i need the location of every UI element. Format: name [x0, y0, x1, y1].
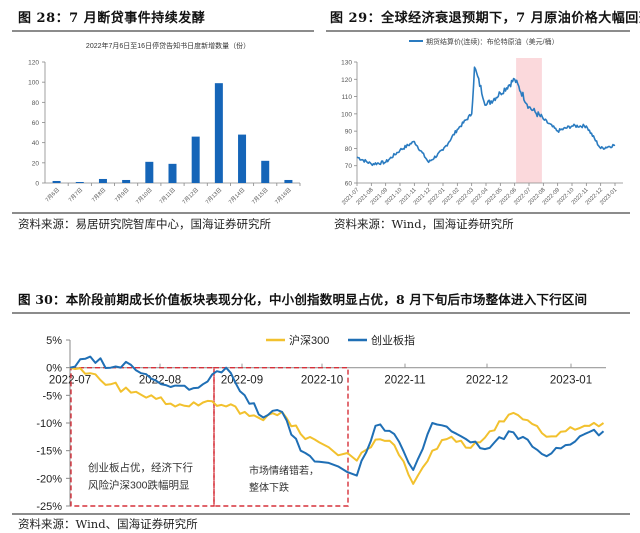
x-tick-label: 2022-11: [384, 375, 425, 387]
fig30-cyb-line: [69, 355, 605, 477]
y-tick-label: 5%: [46, 335, 62, 347]
annotation-box: [213, 366, 349, 507]
y-tick-label: -20%: [36, 473, 62, 485]
annotation-text: 整体下跌: [249, 481, 289, 494]
y-tick-label: 120: [341, 77, 352, 84]
x-tick-label: 7月9日: [113, 186, 130, 203]
x-tick-label: 7月12日: [181, 186, 200, 205]
bar: [214, 83, 223, 183]
bar: [191, 136, 200, 183]
annotation-text: 创业板占优，经济下行: [88, 461, 193, 474]
y-tick-label: 0%: [46, 363, 62, 375]
y-tick-label: -10%: [36, 418, 62, 430]
y-tick-label: 90: [345, 129, 353, 136]
x-tick-label: 2022-09: [221, 375, 263, 387]
x-tick-label: 2022-10: [301, 375, 343, 387]
bar: [238, 134, 247, 183]
y-tick-label: 20: [32, 160, 40, 167]
annotation-text: 风险沪深300跌幅明显: [88, 478, 190, 491]
y-tick-label: 80: [32, 100, 40, 107]
fig30-legend: 沪深300 创业板指: [266, 333, 415, 347]
fig29-source: 资料来源：Wind，国海证券研究所: [334, 217, 514, 231]
top-row-bottom-rule: [12, 212, 630, 214]
bar: [52, 180, 61, 183]
x-tick-label: 2023-01: [550, 375, 592, 387]
fig30-hs300-line: [69, 366, 605, 485]
x-tick-label: 7月16日: [274, 186, 293, 205]
y-tick-label: 100: [341, 111, 352, 118]
y-tick-label: -15%: [36, 446, 62, 458]
y-tick-label: 0: [35, 181, 39, 188]
y-tick-label: 40: [32, 140, 40, 147]
fig28-source: 资料来源：易居研究院智库中心，国海证券研究所: [18, 217, 271, 231]
fig29-title-rule: [326, 30, 630, 32]
bar: [261, 160, 270, 183]
y-tick-label: 80: [345, 146, 353, 153]
annotation-text: 市场情绪错若，: [249, 464, 319, 477]
bar: [122, 179, 131, 183]
x-tick-label: 7月7日: [67, 186, 84, 203]
fig29-line-chart: 期货结算价(连续)：布伦特原油（美元/桶） 60 70 80 90 100 110 120 1…: [341, 37, 623, 206]
fig30-bottom-rule: [12, 513, 630, 515]
x-tick-label: 7月14日: [227, 186, 246, 205]
fig30-legend-label-hs300: 沪深300: [289, 333, 329, 347]
y-tick-label: -5%: [42, 390, 62, 402]
y-tick-label: 60: [32, 120, 40, 127]
bar: [168, 163, 177, 183]
bar: [75, 181, 84, 183]
y-tick-label: 110: [342, 94, 353, 101]
fig28-title: 图 28：7 月断贷事件持续发酵: [18, 11, 206, 26]
x-tick-label: 7月13日: [204, 186, 223, 205]
y-tick-label: -25%: [36, 501, 62, 513]
fig29-brent-line: [356, 66, 616, 167]
fig29-highlight-band: [516, 58, 542, 183]
x-tick-label: 2022-07: [49, 375, 91, 387]
y-tick-label: 100: [28, 80, 39, 87]
fig30-title: 图 30：本阶段前期成长价值板块表现分化，中小创指数明显占优，8 月下旬后市场整…: [18, 292, 588, 307]
fig29-legend-label: 期货结算价(连续)：布伦特原油（美元/桶）: [426, 37, 559, 46]
y-tick-label: 60: [345, 181, 353, 188]
fig28-title-rule: [12, 30, 314, 32]
fig28-chart-subtitle: 2022年7月6日至16日停贷告知书日度新增数量（份）: [86, 41, 250, 50]
fig30-line-chart: 5%0%-5%-10%-15%-20%-25%2022-07 2022-08 202…: [36, 333, 606, 513]
fig29-title: 图 29：全球经济衰退预期下，7 月原油价格大幅回落: [330, 11, 640, 26]
y-tick-label: 130: [341, 60, 352, 67]
x-tick-label: 7月15日: [250, 186, 269, 205]
y-tick-label: 120: [28, 60, 39, 67]
bar: [98, 178, 107, 183]
x-tick-label: 7月6日: [44, 186, 61, 203]
x-tick-label: 2022-12: [466, 375, 508, 387]
fig30-annotation-boxes: [70, 366, 349, 507]
bar: [145, 161, 154, 183]
x-tick-label: 7月10日: [135, 186, 154, 205]
x-tick-label: 7月11日: [158, 186, 177, 205]
x-tick-label: 7月8日: [90, 186, 107, 203]
fig28-bars: [52, 83, 293, 183]
fig29-axes: 607080901001101201302021-072021-082021-0…: [341, 60, 623, 206]
fig28-axes: 0 20 40 60 80 100 120 7月6日 7月7日 7月8日 7月9日 7月10日 7月11…: [28, 60, 301, 206]
fig30-title-rule: [12, 312, 630, 314]
fig30-source: 资料来源：Wind、国海证券研究所: [18, 517, 198, 531]
bar: [284, 179, 293, 183]
y-tick-label: 70: [345, 163, 353, 170]
fig28-bar-chart: 2022年7月6日至16日停贷告知书日度新增数量（份） 0 20 40 60 80 100…: [28, 41, 301, 206]
fig29-legend: 期货结算价(连续)：布伦特原油（美元/桶）: [409, 37, 559, 46]
fig30-legend-label-cyb: 创业板指: [371, 333, 415, 347]
